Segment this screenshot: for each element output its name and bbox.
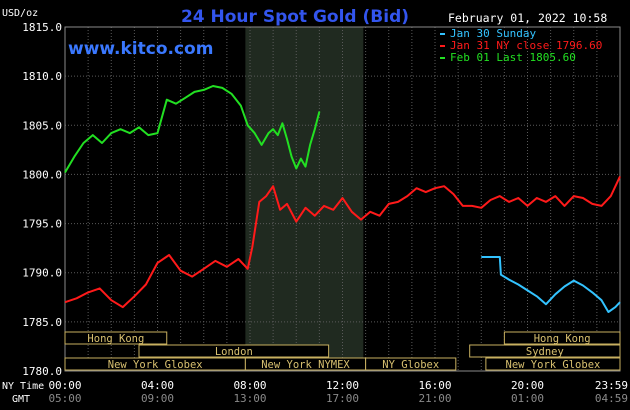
- session-band: [138, 344, 330, 358]
- x-tick-label-ny: 00:00: [48, 379, 81, 392]
- session-band: [503, 331, 621, 345]
- legend-swatch: [440, 45, 445, 47]
- x-tick-label-gmt: 21:00: [418, 392, 451, 405]
- session-band: [64, 331, 168, 345]
- x-tick-label-ny: 20:00: [511, 379, 544, 392]
- series-line: [64, 175, 621, 309]
- session-label: Hong Kong: [534, 333, 591, 345]
- y-tick-label: 1785.0: [22, 316, 62, 329]
- x-axis-gmt-label: GMT: [12, 394, 30, 405]
- y-tick-label: 1815.0: [22, 21, 62, 34]
- x-tick-label-ny: 23:59: [595, 379, 628, 392]
- plot-frame: [64, 26, 621, 372]
- chart-date-label: February 01, 2022 10:58: [448, 11, 607, 25]
- x-tick-label-gmt: 09:00: [141, 392, 174, 405]
- series-line: [481, 256, 621, 313]
- series-line: [64, 85, 321, 174]
- x-tick-label-ny: 08:00: [233, 379, 266, 392]
- y-tick-label: 1810.0: [22, 70, 62, 83]
- y-tick-label: 1805.0: [22, 119, 62, 132]
- x-tick-label-gmt: 04:59: [595, 392, 628, 405]
- session-label: Hong Kong: [87, 333, 144, 345]
- y-tick-label: 1800.0: [22, 168, 62, 181]
- session-label: Sydney: [526, 346, 564, 358]
- legend-swatch: [440, 33, 445, 35]
- chart-title: 24 Hour Spot Gold (Bid): [181, 7, 409, 27]
- x-tick-label-gmt: 01:00: [511, 392, 544, 405]
- y-tick-label: 1790.0: [22, 267, 62, 280]
- y-tick-label: 1780.0: [22, 365, 62, 378]
- legend-swatch: [440, 57, 445, 59]
- x-tick-label-gmt: 13:00: [233, 392, 266, 405]
- session-label: New York Globex: [506, 359, 601, 371]
- session-band: [365, 357, 457, 371]
- y-tick-label: 1795.0: [22, 218, 62, 231]
- x-tick-label-ny: 12:00: [326, 379, 359, 392]
- session-band: [469, 344, 621, 358]
- legend-label: Jan 30 Sunday: [450, 27, 536, 40]
- session-label: London: [215, 346, 253, 358]
- session-label: NY Globex: [382, 359, 439, 371]
- x-axis-ny-time-label: NY Time: [2, 381, 44, 392]
- watermark-url: www.kitco.com: [68, 39, 213, 59]
- y-axis-unit: USD/oz: [2, 8, 38, 19]
- x-tick-label-ny: 04:00: [141, 379, 174, 392]
- x-tick-label-gmt: 05:00: [48, 392, 81, 405]
- session-band: [485, 357, 621, 371]
- legend-label: Feb 01 Last 1805.60: [450, 51, 576, 64]
- session-label: New York NYMEX: [261, 359, 350, 371]
- x-tick-label-ny: 16:00: [418, 379, 451, 392]
- legend-label: Jan 31 NY close 1796.60: [450, 39, 602, 52]
- session-label: New York Globex: [108, 359, 203, 371]
- x-tick-label-gmt: 17:00: [326, 392, 359, 405]
